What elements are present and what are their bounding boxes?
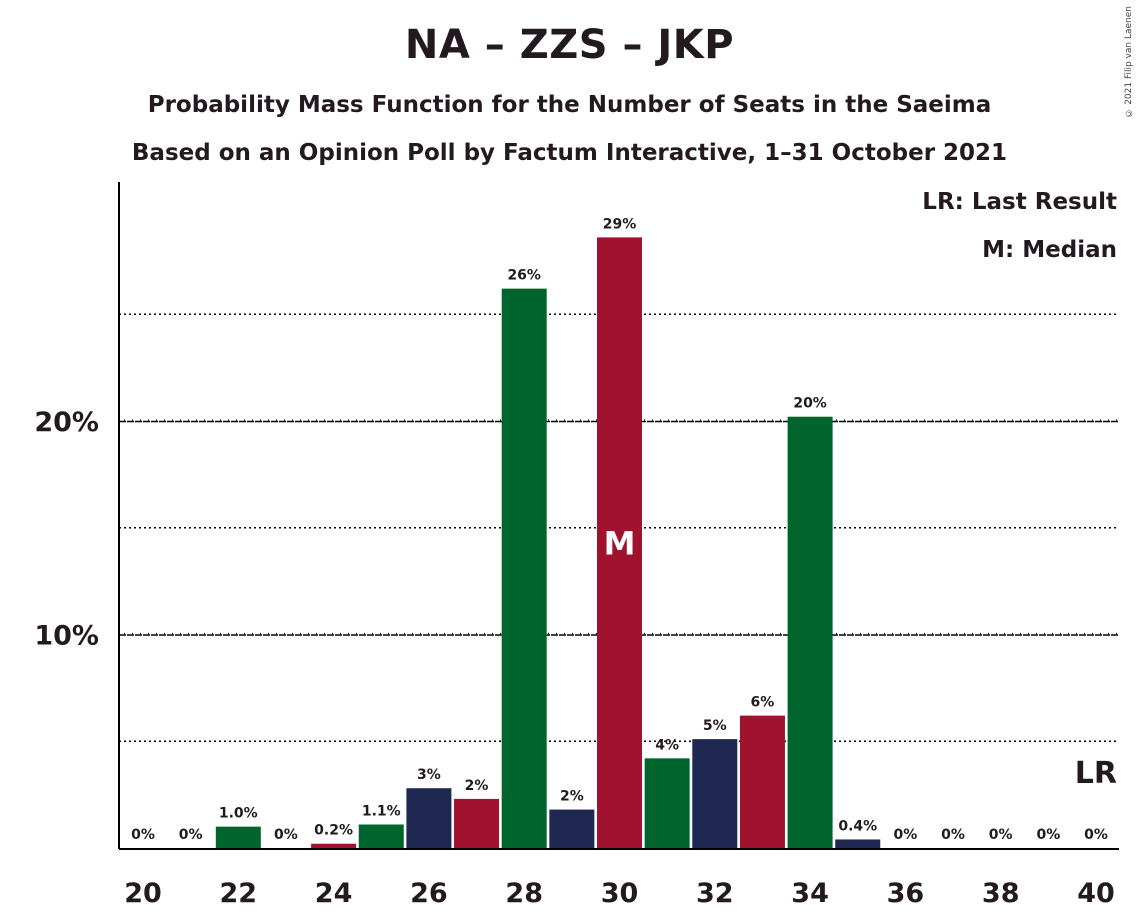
bar-label-seat-28: 26% [507,268,541,284]
bar-seat-31 [644,758,690,848]
bar-value-labels: 0% 0% 1.0% 0% 0.2% 1.1% 3% 2% 26% 2% 29% 4% 5% 6% 20% 0… [131,216,1108,843]
bar-seat-24 [311,843,357,848]
bar-label-seat-31: 4% [655,737,679,753]
x-tick-36: 36 [887,878,925,909]
bar-seat-34 [787,416,833,848]
median-marker: M [604,525,636,563]
legend-median: M: Median [982,237,1117,263]
x-tick-26: 26 [410,878,448,909]
y-tick-labels: 10% 20% [34,407,99,652]
bar-seat-26 [406,788,452,848]
bar-seat-28 [501,288,547,848]
x-tick-38: 38 [982,878,1020,909]
bar-label-seat-40: 0% [1084,827,1108,843]
last-result-marker: LR [1075,756,1117,791]
bar-label-seat-25: 1.1% [362,804,401,820]
bar-label-seat-36: 0% [894,827,918,843]
bar-label-seat-29: 2% [560,789,584,805]
bar-label-seat-34: 20% [793,396,827,412]
bar-seat-29 [549,809,595,848]
bar-label-seat-35: 0.4% [838,818,877,834]
y-tick-10: 10% [34,621,99,652]
x-tick-20: 20 [124,878,162,909]
chart-subtitle-poll-type: Probability Mass Function for the Number… [147,92,992,118]
x-tick-28: 28 [505,878,543,909]
bar-label-seat-30: 29% [603,216,637,232]
x-tick-labels: 20 22 24 26 28 30 32 34 36 38 40 [124,878,1115,909]
y-tick-20: 20% [34,407,99,438]
bar-label-seat-37: 0% [941,827,965,843]
bars [215,237,881,848]
bar-label-seat-23: 0% [274,827,298,843]
axes [118,182,1119,850]
bar-seat-25 [358,824,404,848]
legend-last-result: LR: Last Result [922,189,1117,215]
bar-label-seat-33: 6% [751,695,775,711]
chart-title: NA – ZZS – JKP [404,22,735,68]
bar-label-seat-24: 0.2% [314,823,353,839]
bar-seat-22 [215,826,261,848]
x-tick-32: 32 [696,878,734,909]
chart-subtitle-poll-source: Based on an Opinion Poll by Factum Inter… [131,140,1008,166]
x-tick-40: 40 [1077,878,1115,909]
bar-seat-30 [597,237,642,848]
bar-seat-27 [454,798,500,848]
bar-label-seat-21: 0% [179,827,203,843]
bar-label-seat-22: 1.0% [219,806,258,822]
bar-label-seat-27: 2% [465,778,489,794]
bar-label-seat-38: 0% [989,827,1013,843]
bar-label-seat-32: 5% [703,718,727,734]
bar-label-seat-26: 3% [417,767,441,783]
bar-label-seat-39: 0% [1036,827,1060,843]
bar-seat-35 [835,839,881,848]
x-tick-24: 24 [315,878,353,909]
x-tick-34: 34 [791,878,829,909]
x-tick-22: 22 [220,878,258,909]
bar-seat-33 [739,715,785,848]
bar-seat-32 [692,739,738,848]
markers: M LR [604,525,1117,791]
bar-label-seat-20: 0% [131,827,155,843]
x-tick-30: 30 [601,878,639,909]
